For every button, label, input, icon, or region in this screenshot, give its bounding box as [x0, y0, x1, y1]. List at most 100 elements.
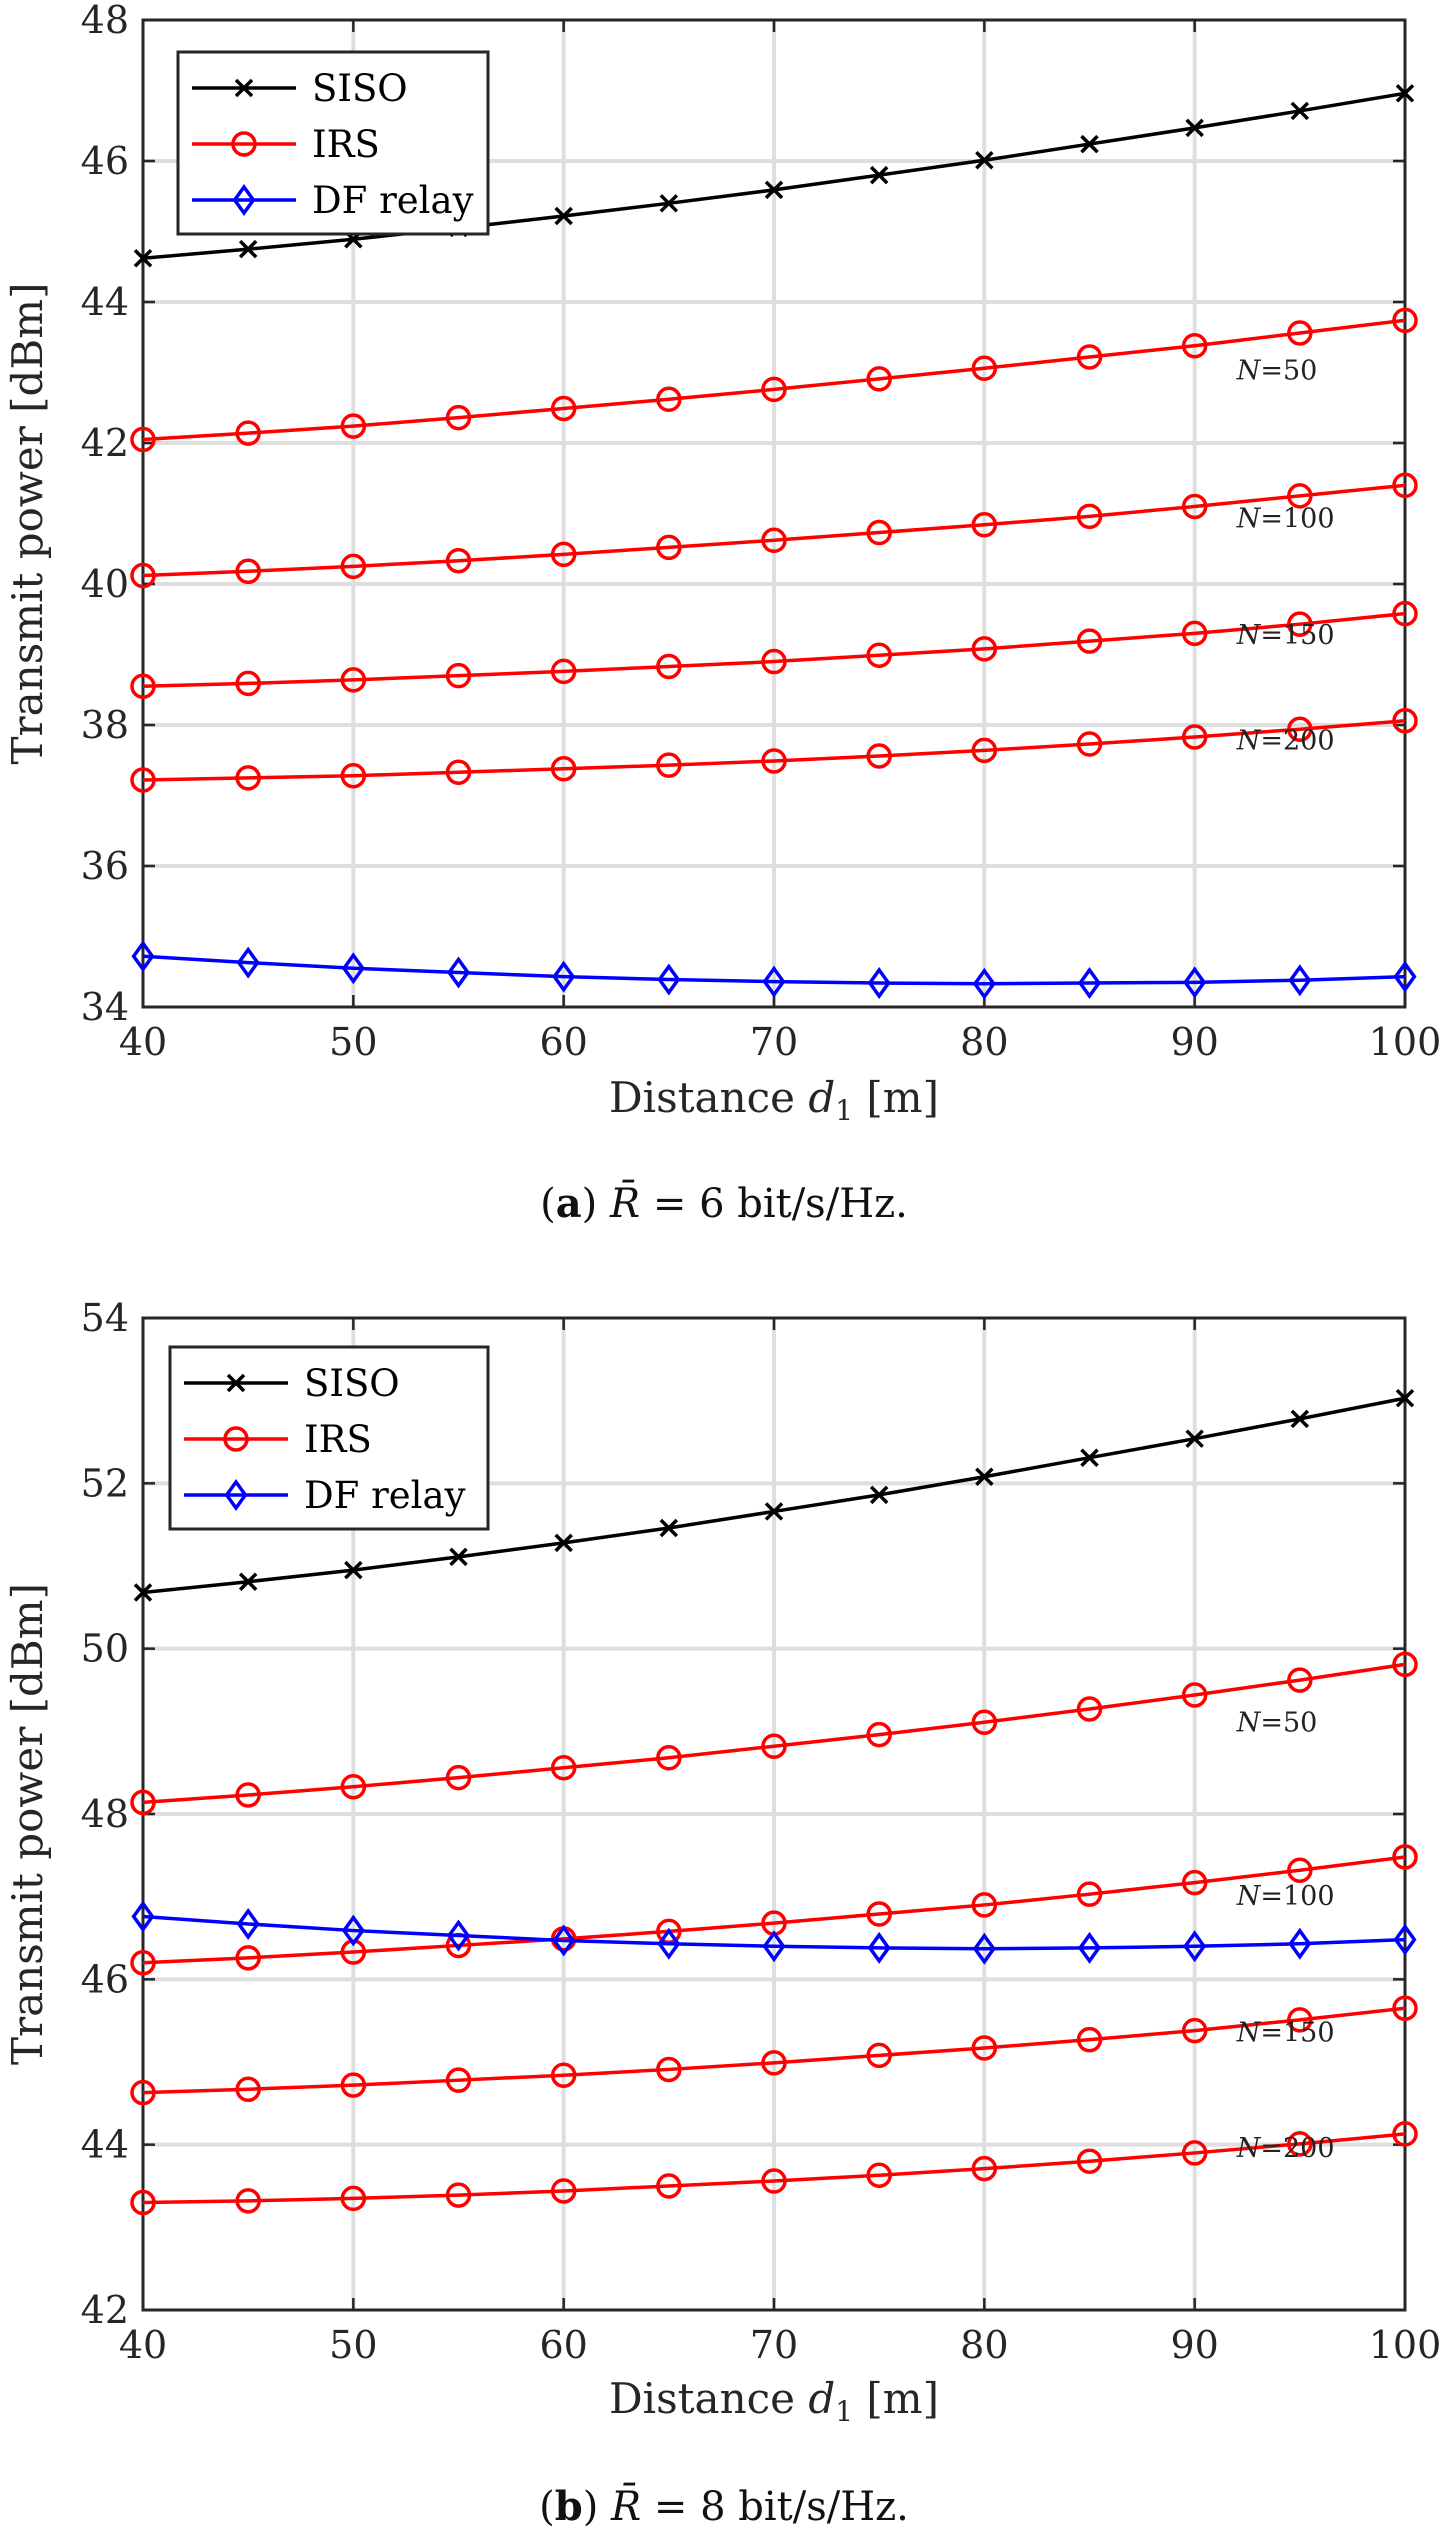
data-point — [1181, 2017, 1208, 2044]
data-point — [764, 180, 784, 200]
y-tick-label: 54 — [81, 1296, 129, 1340]
x-tick-label: 100 — [1369, 2323, 1442, 2367]
data-point — [238, 239, 258, 259]
data-point — [344, 1560, 363, 1580]
y-tick-label: 46 — [81, 1957, 129, 2001]
legend-marker — [224, 1479, 248, 1511]
data-point — [764, 1502, 784, 1521]
data-point — [550, 2062, 577, 2088]
legend: SISO IRS DF relay — [176, 50, 490, 236]
series-siso — [133, 1388, 1415, 1602]
data-point — [971, 1892, 998, 1918]
data-point — [761, 648, 787, 675]
x-axis-label: Distance d1 [m] — [609, 2374, 939, 2428]
y-tick-label: 42 — [81, 421, 129, 465]
legend-marker — [232, 184, 256, 216]
data-point — [1181, 2140, 1208, 2166]
data-point — [866, 366, 892, 392]
data-point — [971, 1709, 998, 1735]
series-line — [142, 954, 1406, 986]
data-point — [1395, 84, 1415, 103]
data-point — [1287, 2007, 1313, 2033]
data-point — [1185, 118, 1204, 138]
data-point — [1392, 2121, 1418, 2147]
data-point — [656, 2056, 682, 2083]
data-point — [445, 2182, 472, 2208]
data-point — [131, 940, 155, 973]
y-axis-label: Transmit power [dBm] — [3, 283, 52, 765]
data-point — [1287, 611, 1313, 637]
x-tick-label: 90 — [1170, 1020, 1218, 1064]
data-point — [866, 743, 892, 769]
data-point — [1076, 2026, 1103, 2053]
series-irs-n-200 — [130, 2121, 1418, 2216]
data-point — [975, 151, 994, 170]
data-point — [235, 765, 261, 791]
series-line — [142, 1914, 1406, 1951]
data-point — [657, 1927, 681, 1960]
data-point — [1076, 731, 1103, 757]
data-point — [449, 1547, 468, 1567]
y-tick-label: 34 — [81, 985, 129, 1029]
series-line — [142, 719, 1406, 782]
legend-marker — [234, 78, 254, 98]
data-point — [1077, 967, 1102, 1000]
data-point — [340, 553, 367, 580]
data-point — [550, 395, 577, 422]
y-tick-label: 44 — [81, 2123, 129, 2167]
data-point — [971, 636, 998, 662]
data-point — [550, 541, 577, 568]
data-point — [866, 1721, 892, 1748]
data-point — [869, 1485, 889, 1505]
data-point — [341, 952, 365, 985]
data-point — [340, 1773, 367, 1800]
data-point — [1392, 600, 1418, 627]
y-tick-label: 48 — [81, 0, 129, 42]
y-tick-label: 48 — [81, 1792, 129, 1836]
data-point — [1080, 134, 1099, 154]
data-point — [1392, 1995, 1418, 2022]
data-point — [971, 355, 998, 382]
data-point — [1290, 1409, 1310, 1429]
data-point — [341, 1914, 365, 1947]
figure-caption: (a) R̄ = 6 bit/s/Hz. — [540, 1180, 908, 1227]
annotation-label: N=200 — [1236, 726, 1335, 757]
data-point — [340, 667, 367, 693]
legend-label: IRS — [312, 123, 380, 166]
data-point — [1392, 1651, 1418, 1678]
data-point — [761, 527, 787, 554]
data-point — [1287, 483, 1313, 509]
data-point — [657, 963, 681, 996]
data-point — [130, 767, 156, 793]
legend-label: SISO — [312, 67, 408, 110]
data-point — [1287, 320, 1313, 346]
data-point — [235, 1945, 261, 1971]
data-point — [445, 1764, 472, 1791]
series-siso — [133, 84, 1415, 268]
data-point — [1181, 1682, 1208, 1708]
data-point — [446, 956, 471, 989]
data-point — [971, 2035, 998, 2061]
data-point — [1392, 472, 1418, 499]
y-axis-label: Transmit power [dBm] — [3, 1583, 52, 2065]
data-point — [235, 2188, 261, 2214]
data-point — [340, 2185, 367, 2212]
data-point — [130, 1789, 156, 1816]
data-point — [972, 967, 996, 1000]
x-tick-label: 80 — [960, 1020, 1008, 1064]
data-point — [1080, 1448, 1099, 1467]
series-df-relay — [131, 940, 1417, 1000]
data-point — [971, 737, 998, 764]
y-tick-label: 38 — [81, 703, 129, 747]
data-point — [446, 1919, 471, 1952]
x-tick-label: 40 — [119, 1020, 167, 1064]
series-line — [142, 483, 1406, 578]
data-point — [656, 386, 682, 413]
data-point — [340, 2072, 367, 2098]
data-point — [869, 165, 889, 185]
data-point — [1181, 1869, 1208, 1896]
data-point — [130, 426, 156, 453]
series-line — [142, 318, 1406, 442]
series-irs-n-150 — [130, 1995, 1418, 2106]
data-point — [554, 206, 573, 226]
